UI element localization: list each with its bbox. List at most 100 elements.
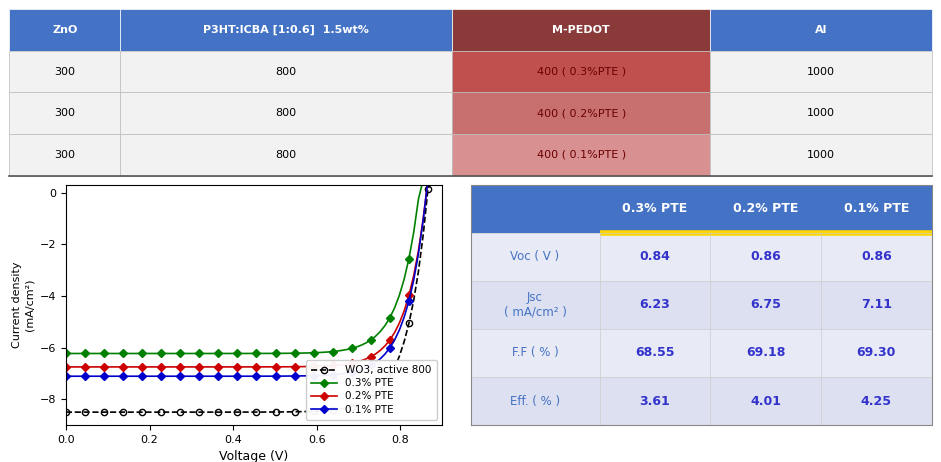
- Text: Voc ( V ): Voc ( V ): [510, 250, 560, 263]
- FancyBboxPatch shape: [470, 377, 599, 425]
- FancyBboxPatch shape: [821, 329, 932, 377]
- WO3, active 800: [284, 409, 295, 414]
- Text: 800: 800: [276, 108, 296, 118]
- FancyBboxPatch shape: [452, 92, 710, 134]
- FancyBboxPatch shape: [120, 92, 452, 134]
- Text: 300: 300: [55, 150, 75, 160]
- Text: 3.61: 3.61: [640, 395, 670, 407]
- Text: 0.3% PTE: 0.3% PTE: [622, 202, 688, 215]
- FancyBboxPatch shape: [452, 9, 710, 51]
- FancyBboxPatch shape: [710, 134, 932, 176]
- Text: 4.25: 4.25: [861, 395, 892, 407]
- FancyBboxPatch shape: [821, 377, 932, 425]
- Text: Jsc
( mA/cm² ): Jsc ( mA/cm² ): [503, 291, 566, 319]
- 0.3% PTE: [393, 292, 405, 298]
- 0.2% PTE: [393, 320, 405, 326]
- 0.2% PTE: [437, 177, 448, 182]
- 0.3% PTE: [418, 177, 429, 182]
- FancyBboxPatch shape: [710, 377, 821, 425]
- Legend: WO3, active 800, 0.3% PTE, 0.2% PTE, 0.1% PTE: WO3, active 800, 0.3% PTE, 0.2% PTE, 0.1…: [306, 360, 437, 420]
- FancyBboxPatch shape: [710, 92, 932, 134]
- Line: 0.3% PTE: 0.3% PTE: [63, 176, 445, 357]
- 0.2% PTE: [423, 177, 434, 182]
- FancyBboxPatch shape: [470, 329, 599, 377]
- FancyBboxPatch shape: [9, 51, 120, 92]
- FancyBboxPatch shape: [599, 185, 710, 233]
- 0.3% PTE: [303, 350, 314, 356]
- FancyBboxPatch shape: [470, 233, 599, 281]
- Text: 800: 800: [276, 150, 296, 160]
- FancyBboxPatch shape: [599, 329, 710, 377]
- WO3, active 800: [317, 408, 328, 413]
- Text: 0.86: 0.86: [861, 250, 892, 263]
- 0.1% PTE: [289, 373, 300, 379]
- Text: 0.84: 0.84: [640, 250, 670, 263]
- FancyBboxPatch shape: [821, 281, 932, 329]
- FancyBboxPatch shape: [452, 134, 710, 176]
- FancyBboxPatch shape: [452, 51, 710, 92]
- FancyBboxPatch shape: [821, 185, 932, 233]
- 0.1% PTE: [284, 373, 295, 379]
- WO3, active 800: [227, 409, 238, 415]
- 0.2% PTE: [60, 364, 72, 370]
- 0.1% PTE: [317, 372, 328, 378]
- FancyBboxPatch shape: [599, 233, 710, 281]
- 0.3% PTE: [60, 351, 72, 356]
- WO3, active 800: [303, 409, 314, 414]
- Text: 300: 300: [55, 67, 75, 77]
- WO3, active 800: [437, 177, 448, 182]
- Text: 400 ( 0.1%PTE ): 400 ( 0.1%PTE ): [536, 150, 626, 160]
- Text: 1000: 1000: [807, 108, 835, 118]
- WO3, active 800: [427, 177, 439, 182]
- FancyBboxPatch shape: [710, 185, 821, 233]
- 0.1% PTE: [393, 327, 405, 333]
- Text: 69.18: 69.18: [746, 346, 786, 359]
- FancyBboxPatch shape: [470, 185, 599, 233]
- 0.3% PTE: [284, 351, 295, 356]
- Line: 0.2% PTE: 0.2% PTE: [63, 176, 445, 370]
- Text: 4.01: 4.01: [750, 395, 781, 407]
- X-axis label: Voltage (V): Voltage (V): [219, 450, 289, 462]
- 0.3% PTE: [437, 177, 448, 182]
- FancyBboxPatch shape: [120, 51, 452, 92]
- Text: 400 ( 0.2%PTE ): 400 ( 0.2%PTE ): [536, 108, 626, 118]
- Text: 7.11: 7.11: [861, 298, 892, 311]
- 0.1% PTE: [303, 373, 314, 378]
- Text: 69.30: 69.30: [856, 346, 896, 359]
- FancyBboxPatch shape: [821, 233, 932, 281]
- Line: 0.1% PTE: 0.1% PTE: [63, 176, 445, 379]
- Text: 0.86: 0.86: [750, 250, 781, 263]
- Text: P3HT:ICBA [1:0.6]  1.5wt%: P3HT:ICBA [1:0.6] 1.5wt%: [203, 25, 369, 35]
- FancyBboxPatch shape: [120, 134, 452, 176]
- FancyBboxPatch shape: [470, 281, 599, 329]
- FancyBboxPatch shape: [710, 281, 821, 329]
- FancyBboxPatch shape: [9, 92, 120, 134]
- Text: 1000: 1000: [807, 150, 835, 160]
- 0.1% PTE: [437, 177, 448, 182]
- 0.1% PTE: [423, 177, 434, 182]
- Text: 6.23: 6.23: [640, 298, 670, 311]
- FancyBboxPatch shape: [710, 51, 932, 92]
- FancyBboxPatch shape: [120, 9, 452, 51]
- WO3, active 800: [393, 353, 405, 359]
- 0.2% PTE: [303, 364, 314, 369]
- Text: 0.1% PTE: 0.1% PTE: [843, 202, 909, 215]
- 0.3% PTE: [289, 351, 300, 356]
- Text: 6.75: 6.75: [750, 298, 781, 311]
- Text: 1000: 1000: [807, 67, 835, 77]
- WO3, active 800: [289, 409, 300, 414]
- Y-axis label: Current density
(mA/cm²): Current density (mA/cm²): [12, 261, 34, 348]
- Text: F.F ( % ): F.F ( % ): [512, 346, 558, 359]
- FancyBboxPatch shape: [599, 281, 710, 329]
- FancyBboxPatch shape: [9, 9, 120, 51]
- 0.1% PTE: [60, 373, 72, 379]
- FancyBboxPatch shape: [9, 134, 120, 176]
- 0.2% PTE: [227, 364, 238, 370]
- 0.3% PTE: [317, 350, 328, 355]
- FancyBboxPatch shape: [710, 329, 821, 377]
- FancyBboxPatch shape: [710, 233, 821, 281]
- Text: 400 ( 0.3%PTE ): 400 ( 0.3%PTE ): [536, 67, 626, 77]
- 0.1% PTE: [227, 373, 238, 379]
- Text: M-PEDOT: M-PEDOT: [552, 25, 610, 35]
- 0.3% PTE: [227, 351, 238, 356]
